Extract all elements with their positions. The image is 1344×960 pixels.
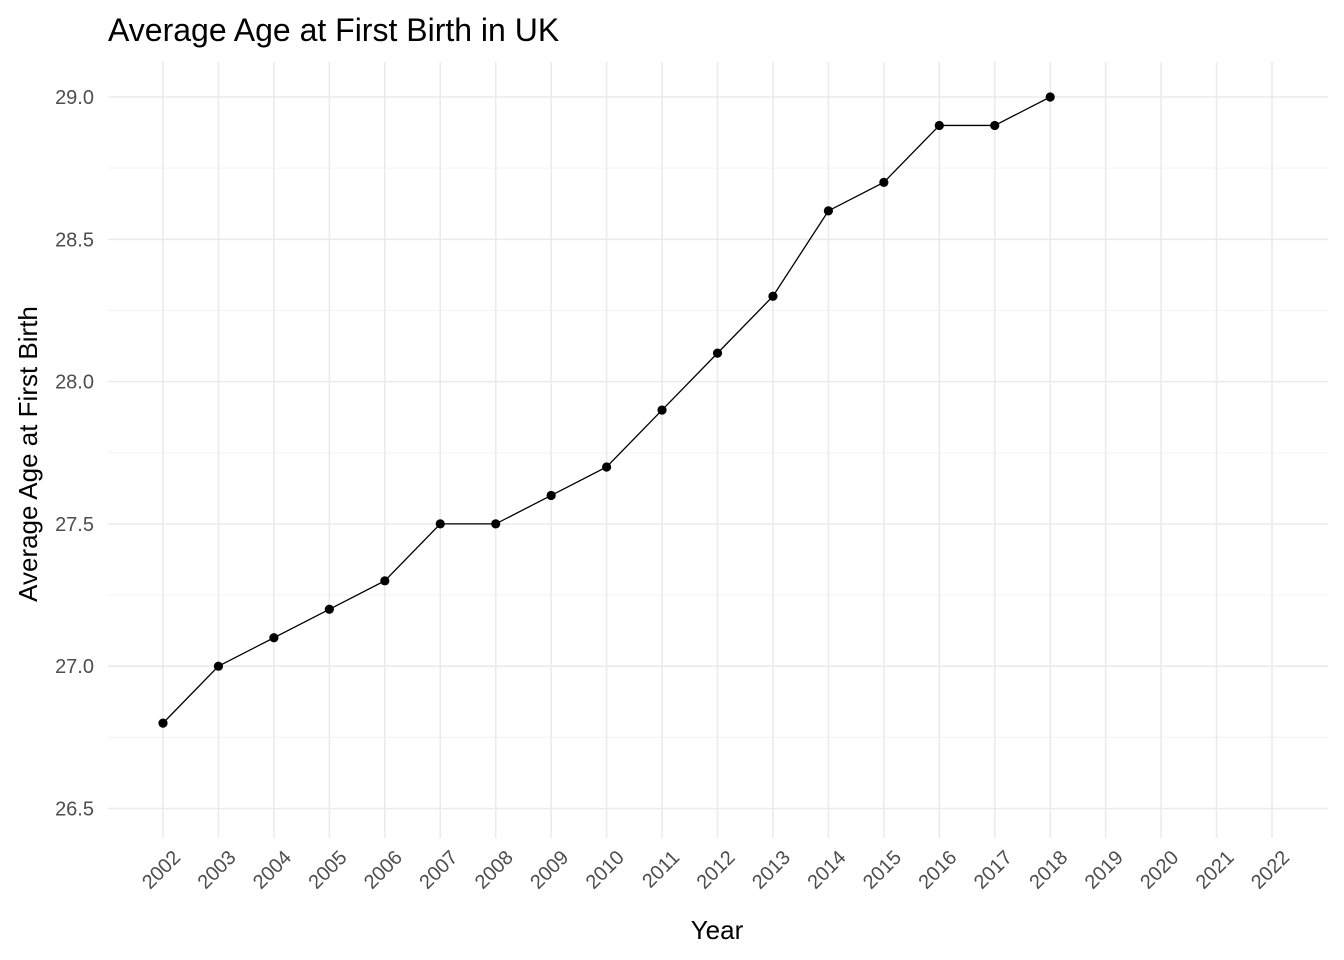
data-point [546, 490, 556, 501]
data-point [879, 177, 889, 187]
x-tick-label: 2020 [1136, 847, 1183, 894]
x-tick-label: 2019 [1081, 847, 1128, 894]
data-point [990, 120, 1000, 131]
data-point [823, 206, 834, 216]
x-axis-tick-labels: 2002 2003 2004 2005 2006 2007 2008 2009 2010 2011… [138, 847, 1294, 894]
x-tick-label: 2011 [638, 847, 684, 893]
x-tick-label: 2004 [249, 847, 296, 894]
series-points [158, 92, 1055, 728]
x-tick-label: 2010 [582, 847, 629, 894]
x-tick-label: 2009 [526, 847, 573, 894]
y-tick-label: 29.0 [55, 87, 94, 109]
y-axis-tick-labels: 26.5 27.0 27.5 28.0 28.5 29.0 [55, 87, 94, 821]
x-tick-label: 2007 [415, 847, 462, 894]
data-point [657, 405, 667, 415]
data-point [380, 576, 390, 586]
y-tick-label: 28.5 [55, 229, 94, 251]
x-tick-label: 2016 [914, 847, 961, 894]
data-point [934, 120, 944, 131]
data-point [491, 519, 501, 529]
data-point [712, 348, 723, 358]
y-axis-title: Average Age at First Birth [13, 306, 43, 602]
y-tick-label: 28.0 [55, 372, 94, 394]
data-point [602, 462, 612, 472]
x-tick-label: 2017 [970, 847, 1017, 894]
x-tick-label: 2008 [471, 847, 518, 894]
x-tick-label: 2018 [1025, 847, 1072, 894]
x-tick-label: 2003 [194, 847, 241, 894]
x-tick-label: 2012 [693, 847, 740, 894]
data-point [1045, 92, 1055, 102]
data-point [269, 633, 279, 643]
x-tick-label: 2005 [304, 847, 351, 894]
x-axis-title: Year [691, 915, 744, 945]
data-point [158, 718, 168, 728]
x-tick-label: 2006 [360, 847, 407, 894]
data-point [435, 519, 445, 529]
y-tick-label: 27.0 [55, 656, 94, 678]
x-tick-label: 2015 [859, 847, 906, 894]
data-point [768, 291, 778, 301]
x-tick-label: 2013 [748, 847, 795, 894]
y-tick-label: 26.5 [55, 799, 94, 821]
chart-title: Average Age at First Birth in UK [108, 12, 559, 48]
major-gridlines [108, 62, 1328, 838]
data-point [324, 604, 334, 614]
x-tick-label: 2014 [804, 847, 851, 894]
x-tick-label: 2022 [1247, 847, 1294, 894]
data-point [213, 661, 224, 671]
y-tick-label: 27.5 [55, 514, 94, 536]
x-tick-label: 2021 [1192, 847, 1239, 894]
x-tick-label: 2002 [138, 847, 185, 894]
